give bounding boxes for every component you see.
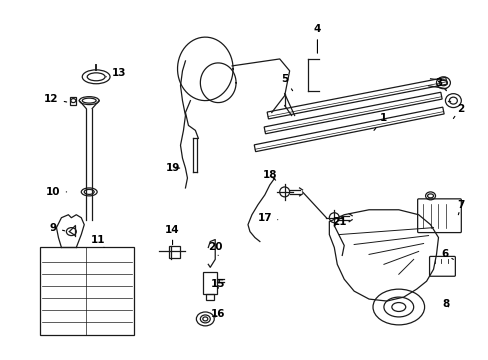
Text: 17: 17 <box>257 213 277 223</box>
Text: 15: 15 <box>210 279 225 289</box>
Text: 8: 8 <box>442 299 449 309</box>
Bar <box>206 294 214 300</box>
Bar <box>168 247 180 258</box>
Text: 11: 11 <box>91 234 105 247</box>
Text: 3: 3 <box>434 78 446 91</box>
Bar <box>70 96 76 105</box>
Text: 2: 2 <box>452 104 463 118</box>
Text: 6: 6 <box>441 249 452 260</box>
Text: 4: 4 <box>313 24 321 53</box>
Bar <box>203 272 217 294</box>
Text: 1: 1 <box>373 113 387 130</box>
Text: 10: 10 <box>46 187 66 197</box>
Text: 9: 9 <box>50 222 64 233</box>
Text: 7: 7 <box>457 200 464 215</box>
Text: 16: 16 <box>210 309 225 319</box>
Text: 21: 21 <box>331 217 346 227</box>
Text: 12: 12 <box>44 94 66 104</box>
Text: 19: 19 <box>165 163 180 173</box>
Text: 20: 20 <box>207 243 222 255</box>
Text: 5: 5 <box>281 74 292 91</box>
Text: 13: 13 <box>106 68 126 78</box>
Text: 18: 18 <box>262 170 277 180</box>
Text: 14: 14 <box>165 225 180 245</box>
